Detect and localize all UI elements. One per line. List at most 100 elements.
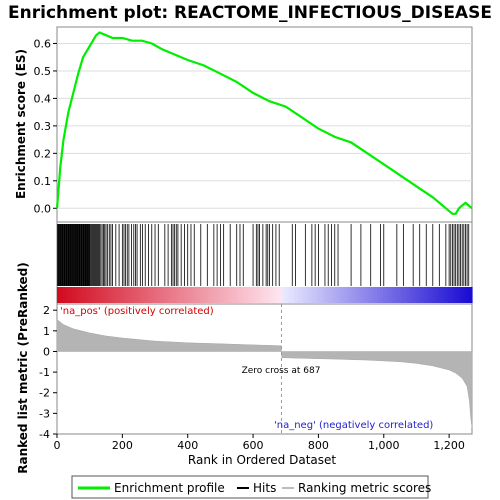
- rank-color-cell: [314, 287, 319, 303]
- rank-color-cell: [163, 287, 168, 303]
- rank-color-cell: [412, 287, 417, 303]
- rank-color-cell: [101, 287, 106, 303]
- rank-color-cell: [77, 287, 82, 303]
- rank-color-cell: [80, 287, 85, 303]
- es-series: [55, 31, 473, 215]
- rank-color-cell: [267, 287, 272, 303]
- rank-color-cell: [187, 287, 191, 303]
- rank-color-cell: [335, 287, 340, 303]
- rank-color-cell: [460, 287, 464, 303]
- metric-tick-label: 1: [43, 325, 50, 338]
- rank-color-cell: [234, 287, 239, 303]
- rank-color-cell: [323, 287, 328, 303]
- rank-color-cell: [338, 287, 343, 303]
- rank-color-cell: [264, 287, 269, 303]
- rank-color-cell: [380, 287, 384, 303]
- rank-color-cell: [424, 287, 429, 303]
- rank-color-cell: [172, 287, 177, 303]
- es-tick-label: 0.4: [34, 92, 52, 105]
- rank-color-cell: [421, 287, 426, 303]
- es-tick-label: 0.2: [34, 147, 52, 160]
- rank-color-bar: [57, 287, 473, 303]
- rank-color-cell: [386, 287, 390, 303]
- rank-color-cell: [137, 287, 141, 303]
- rank-color-cell: [353, 287, 357, 303]
- rank-color-cell: [400, 287, 405, 303]
- rank-color-cell: [240, 287, 245, 303]
- rank-color-cell: [397, 287, 402, 303]
- rank-color-cell: [332, 287, 337, 303]
- rank-color-cell: [98, 287, 103, 303]
- rank-color-cell: [140, 287, 144, 303]
- rank-color-cell: [62, 287, 67, 303]
- x-tick-label: 1,000: [368, 439, 400, 452]
- x-tick-label: 1,200: [433, 439, 465, 452]
- rank-color-cell: [142, 287, 147, 303]
- legend-hits-label: Hits: [253, 481, 276, 495]
- rank-color-cell: [469, 287, 473, 303]
- metric-tick-label: -3: [39, 407, 50, 420]
- rank-color-cell: [68, 287, 73, 303]
- legend-metric-label: Ranking metric scores: [298, 481, 431, 495]
- rank-color-cell: [350, 287, 355, 303]
- rank-color-cell: [448, 287, 452, 303]
- rank-color-cell: [308, 287, 313, 303]
- rank-color-cell: [344, 287, 349, 303]
- es-tick-label: 0.5: [34, 65, 52, 78]
- rank-color-cell: [104, 287, 108, 303]
- rank-color-cell: [406, 287, 411, 303]
- rank-color-cell: [196, 287, 200, 303]
- rank-color-cell: [110, 287, 114, 303]
- x-tick-label: 600: [243, 439, 264, 452]
- rank-color-cell: [261, 287, 266, 303]
- hit-marks: [57, 224, 470, 286]
- rank-color-cell: [326, 287, 331, 303]
- rank-color-cell: [383, 287, 387, 303]
- rank-color-cell: [128, 287, 132, 303]
- rank-color-cell: [154, 287, 159, 303]
- rank-color-cell: [436, 287, 440, 303]
- neg-annotation: 'na_neg' (negatively correlated): [274, 420, 433, 431]
- hits-panel: [56, 221, 473, 305]
- rank-color-cell: [95, 287, 100, 303]
- rank-color-cell: [151, 287, 156, 303]
- rank-color-cell: [457, 287, 461, 303]
- rank-color-cell: [83, 287, 88, 303]
- rank-color-cell: [92, 287, 97, 303]
- rank-color-cell: [329, 287, 334, 303]
- rank-color-cell: [454, 287, 458, 303]
- rank-color-cell: [317, 287, 322, 303]
- rank-color-cell: [371, 287, 375, 303]
- x-tick-label: 800: [308, 439, 329, 452]
- rank-color-cell: [74, 287, 79, 303]
- rank-color-cell: [178, 287, 183, 303]
- rank-color-cell: [303, 287, 307, 303]
- rank-color-cell: [347, 287, 352, 303]
- rank-color-cell: [288, 287, 292, 303]
- rank-color-cell: [359, 287, 363, 303]
- rank-color-cell: [181, 287, 186, 303]
- rank-color-cell: [246, 287, 251, 303]
- metric-tick-label: -2: [39, 387, 50, 400]
- rank-color-cell: [205, 287, 209, 303]
- rank-color-cell: [57, 287, 61, 303]
- metric-tick-label: 0: [43, 345, 50, 358]
- legend-es-label: Enrichment profile: [114, 481, 225, 495]
- rank-color-cell: [451, 287, 455, 303]
- rank-color-cell: [389, 287, 393, 303]
- rank-color-cell: [223, 287, 227, 303]
- rank-color-cell: [122, 287, 126, 303]
- rank-color-cell: [71, 287, 76, 303]
- es-tick-label: 0.6: [34, 37, 52, 50]
- metric-tick-label: -1: [39, 366, 50, 379]
- rank-color-cell: [220, 287, 224, 303]
- es-panel-frame: [56, 26, 473, 223]
- rank-color-cell: [190, 287, 194, 303]
- rank-color-cell: [237, 287, 242, 303]
- chart-title: Enrichment plot: REACTOME_INFECTIOUS_DIS…: [8, 3, 492, 23]
- es-y-ticks: 0.0 0.1 0.2 0.3 0.4 0.5 0.6: [34, 37, 57, 215]
- es-tick-label: 0.3: [34, 120, 52, 133]
- rank-color-cell: [374, 287, 378, 303]
- es-profile-line: [55, 31, 473, 215]
